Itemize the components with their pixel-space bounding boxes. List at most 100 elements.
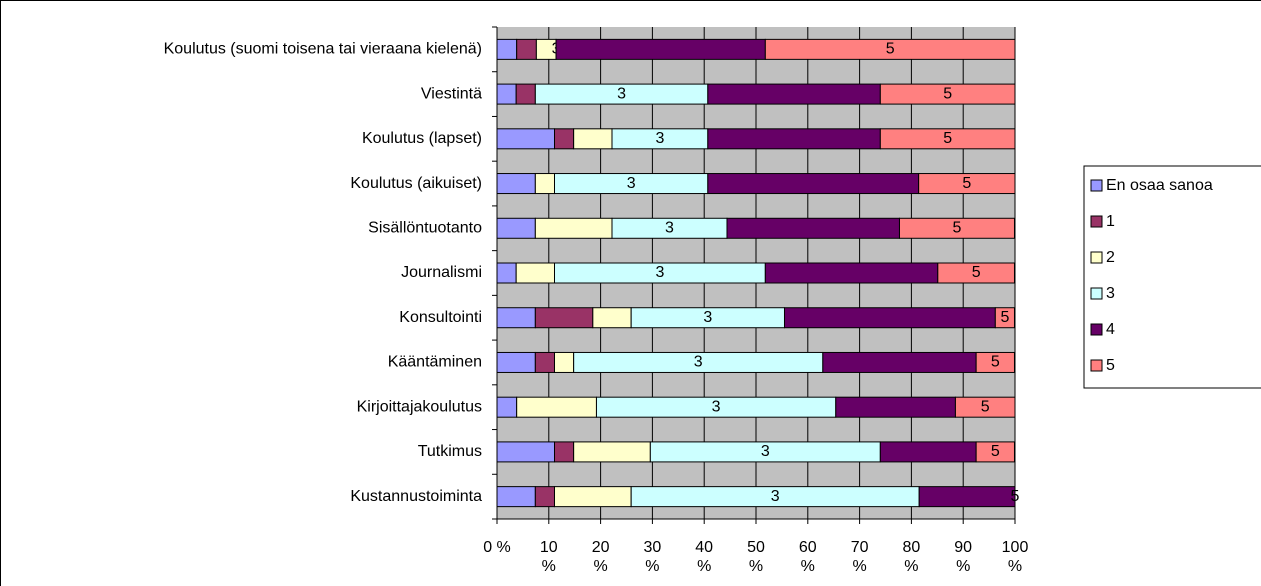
x-tick-label: 30 % — [643, 539, 662, 575]
x-tick-label: 40 % — [695, 539, 714, 575]
bar-segment — [496, 217, 536, 239]
y-tick-label: Kääntäminen — [388, 354, 482, 371]
data-label: 3 — [761, 443, 770, 460]
x-tick-label: 50 % — [747, 539, 765, 575]
data-label: 5 — [962, 175, 971, 192]
x-tick-label: 0 % — [483, 539, 511, 556]
y-tick-label: Tutkimus — [418, 443, 482, 460]
legend-swatch — [1090, 179, 1103, 192]
bar-segment — [496, 486, 536, 508]
data-label: 5 — [1000, 309, 1009, 326]
x-tick-label: 10 % — [539, 539, 558, 575]
bar-segment — [975, 351, 1015, 373]
bar-segment — [534, 486, 555, 508]
data-label: 5 — [991, 354, 1000, 371]
bar-segment — [553, 441, 575, 463]
bar-segment — [553, 128, 575, 150]
bar-segment — [764, 38, 1016, 60]
y-tick-label: Koulutus (aikuiset) — [350, 175, 482, 192]
data-label: 3 — [703, 309, 712, 326]
data-label: 3 — [665, 219, 674, 236]
data-label: 5 — [1011, 488, 1020, 505]
data-label: 5 — [991, 443, 1000, 460]
y-tick-label: Viestintä — [421, 85, 482, 102]
bar-segment — [975, 441, 1015, 463]
bar-segment — [534, 351, 555, 373]
y-tick-label: Kustannustoiminta — [350, 488, 482, 505]
bar-segment — [515, 262, 555, 284]
data-label: 3 — [655, 130, 664, 147]
x-tick-label: 60 % — [798, 539, 817, 575]
bar-segment — [764, 262, 939, 284]
x-tick-label: 80 % — [902, 539, 921, 575]
bar-segment — [726, 217, 900, 239]
legend-label: 5 — [1106, 357, 1115, 374]
data-label: 3 — [617, 85, 626, 102]
y-tick-label: Koulutus (lapset) — [362, 130, 482, 147]
bar-segment — [496, 128, 555, 150]
bar-segment — [516, 396, 597, 418]
bar-segment — [994, 307, 1015, 329]
legend-box — [1083, 165, 1261, 389]
bar-segment — [822, 351, 977, 373]
bar-segment — [496, 83, 517, 105]
bar-segment — [879, 83, 1016, 105]
legend-label: 1 — [1106, 213, 1115, 230]
legend-label: 4 — [1106, 321, 1115, 338]
bar-segment — [573, 441, 651, 463]
data-label: 3 — [694, 354, 703, 371]
bar-segment — [496, 441, 555, 463]
bar-segment — [879, 128, 1016, 150]
data-label: 3 — [712, 398, 721, 415]
legend-swatch — [1090, 215, 1103, 228]
bar-segment — [898, 217, 1015, 239]
bar-segment — [555, 38, 766, 60]
legend-label: En osaa sanoa — [1106, 177, 1213, 194]
bar-segment — [783, 307, 996, 329]
bar-segment — [496, 262, 517, 284]
y-tick-label: Kirjoittajakoulutus — [357, 398, 482, 415]
data-label: 5 — [943, 130, 952, 147]
bar-segment — [918, 486, 1016, 508]
bar-segment — [592, 307, 632, 329]
x-tick-label: 100 % — [1001, 539, 1029, 575]
bar-segment — [553, 351, 575, 373]
y-tick-label: Sisällöntuotanto — [368, 219, 482, 236]
data-label: 5 — [886, 41, 895, 58]
legend-swatch — [1090, 359, 1103, 372]
x-tick-label: 20 % — [591, 539, 610, 575]
x-tick-label: 70 % — [850, 539, 869, 575]
x-tick-label: 90 % — [954, 539, 973, 575]
legend-swatch — [1090, 287, 1103, 300]
data-label: 5 — [972, 264, 981, 281]
bar-segment — [707, 173, 920, 195]
data-label: 3 — [627, 175, 636, 192]
bar-segment — [534, 307, 594, 329]
bar-segment — [496, 38, 518, 60]
bar-segment — [954, 396, 1016, 418]
data-label: 3 — [771, 488, 780, 505]
bar-segment — [573, 128, 613, 150]
data-label: 3 — [655, 264, 664, 281]
bar-segment — [707, 128, 881, 150]
bar-segment — [496, 173, 536, 195]
bar-segment — [515, 83, 536, 105]
bar-segment — [534, 173, 555, 195]
legend-swatch — [1090, 251, 1103, 264]
bar-segment — [937, 262, 1015, 284]
bar-segment — [496, 351, 536, 373]
legend-label: 3 — [1106, 285, 1115, 302]
bar-segment — [835, 396, 956, 418]
bar-segment — [707, 83, 881, 105]
y-tick-label: Koulutus (suomi toisena tai vieraana kie… — [164, 41, 482, 58]
bar-segment — [553, 486, 632, 508]
bar-segment — [496, 396, 518, 418]
y-tick-label: Konsultointi — [399, 309, 482, 326]
bar-segment — [879, 441, 977, 463]
data-label: 5 — [981, 398, 990, 415]
legend-swatch — [1090, 323, 1103, 336]
legend-label: 2 — [1106, 249, 1115, 266]
bar-segment — [516, 38, 537, 60]
